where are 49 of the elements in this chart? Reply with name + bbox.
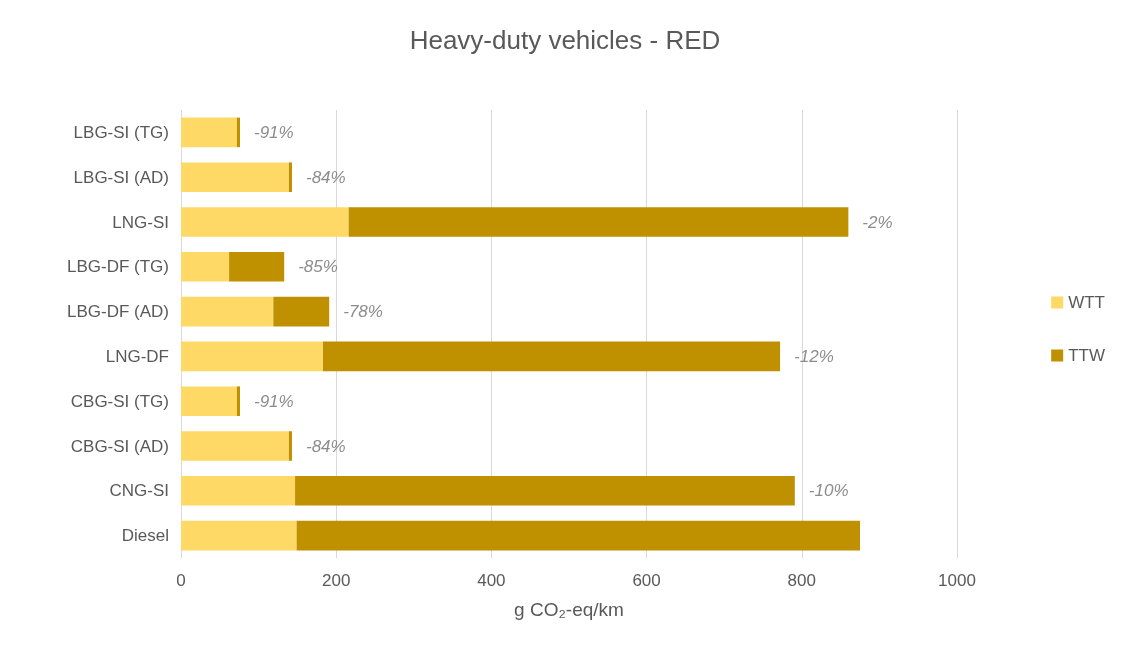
bar	[181, 117, 237, 148]
bar	[229, 252, 285, 282]
y-tick-label: CBG-SI (AD)	[70, 436, 169, 456]
bar	[236, 117, 240, 148]
annotation: -85%	[298, 257, 338, 277]
bar	[181, 431, 289, 461]
x-tick-label: 400	[477, 571, 506, 590]
annotation: -78%	[343, 302, 383, 322]
bar	[236, 386, 240, 416]
y-tick-label: LNG-SI	[112, 212, 169, 232]
bar	[348, 207, 849, 237]
y-tick-label: LBG-DF (AD)	[67, 302, 169, 322]
y-tick-label: LNG-DF	[105, 346, 169, 366]
annotation: -10%	[808, 481, 849, 501]
bar	[288, 162, 292, 192]
annotation: -2%	[862, 212, 893, 232]
y-tick-label: Diesel	[121, 526, 169, 546]
y-tick-label: LBG-SI (AD)	[73, 167, 169, 187]
x-axis-title: g CO₂-eq/km	[514, 599, 624, 620]
bar	[181, 386, 237, 416]
x-tick-label: 0	[176, 571, 186, 590]
bar	[273, 296, 330, 327]
x-tick-label: 800	[787, 571, 816, 590]
bar	[296, 520, 860, 551]
bar	[181, 207, 349, 237]
annotation: -84%	[305, 436, 346, 456]
bar	[181, 341, 324, 372]
legend-label: WTT	[1068, 293, 1106, 312]
legend-label: TTW	[1068, 346, 1106, 365]
annotation: -84%	[305, 167, 346, 187]
x-tick-label: 600	[632, 571, 661, 590]
bar	[295, 476, 795, 506]
bar	[288, 431, 292, 461]
annotation: -91%	[253, 122, 294, 142]
bar	[181, 162, 289, 192]
chart-title: Heavy-duty vehicles - RED	[409, 25, 721, 55]
bar	[181, 296, 274, 327]
annotation: -12%	[794, 346, 834, 366]
bar	[323, 341, 781, 372]
bar	[181, 476, 296, 506]
y-tick-label: LBG-DF (TG)	[67, 257, 169, 277]
y-tick-label: LBG-SI (TG)	[73, 122, 169, 142]
bar	[181, 252, 230, 282]
x-tick-label: 200	[322, 571, 351, 590]
annotation: -91%	[253, 391, 294, 411]
y-tick-label: CBG-SI (TG)	[70, 391, 169, 411]
bar	[181, 520, 297, 551]
y-tick-label: CNG-SI	[109, 481, 169, 501]
x-tick-label: 1000	[938, 571, 976, 590]
